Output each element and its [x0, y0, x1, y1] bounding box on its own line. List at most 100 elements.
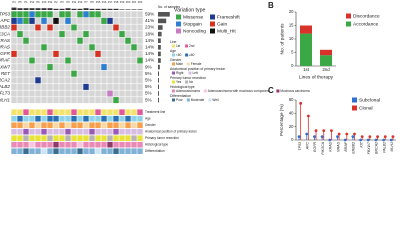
clinical-cell — [119, 122, 125, 128]
clinical-cell — [125, 135, 131, 141]
mutation-cell — [83, 83, 89, 90]
cell-bg — [137, 70, 143, 77]
cell-bg — [107, 44, 113, 51]
legend-label: Frameshift — [217, 14, 240, 20]
clinical-cell — [77, 148, 83, 154]
clinical-cell — [137, 141, 143, 148]
legend-swatch — [346, 13, 351, 19]
gene-label: EGFR — [0, 51, 11, 56]
cell-bg — [113, 57, 119, 64]
clinical-cell — [29, 115, 35, 122]
cell-bg — [11, 90, 17, 97]
clinical-legend-label: Female — [191, 62, 202, 66]
sample-count-bar — [77, 8, 83, 10]
clinical-legend-title: Line — [170, 40, 177, 44]
x-axis-label: Lines of therapy — [299, 74, 334, 80]
cell-bg — [89, 24, 95, 31]
cell-bg — [137, 77, 143, 84]
clinical-cell — [137, 122, 143, 128]
gene-bar — [158, 31, 162, 37]
cell-bg — [83, 44, 89, 51]
percent-label: 14% — [145, 58, 154, 63]
clinical-legend-swatch — [172, 44, 175, 48]
gene-bar — [158, 71, 159, 76]
clinical-legend-label: Male — [176, 62, 183, 66]
sample-count-bar — [131, 9, 137, 10]
sample-count-bar — [83, 8, 89, 10]
lollipop-dot — [336, 135, 339, 139]
clinical-cell — [113, 135, 119, 141]
cell-bg — [95, 31, 101, 38]
mutation-cell — [41, 17, 47, 24]
y-tick-label: 20 — [289, 9, 294, 14]
cell-bg — [71, 64, 77, 71]
clinical-cell — [113, 109, 119, 115]
cell-bg — [17, 77, 23, 84]
clinical-cell — [23, 141, 29, 148]
cell-bg — [101, 77, 107, 84]
clinical-cell — [41, 135, 47, 141]
lollipop-dot — [366, 138, 370, 142]
clinical-legend-title: Differentiation — [170, 94, 191, 98]
gene-bar — [158, 12, 170, 17]
cell-bg — [131, 11, 137, 18]
cell-bg — [107, 24, 113, 31]
clinical-cell — [107, 135, 113, 141]
cell-bg — [71, 50, 77, 57]
clinical-cell — [137, 128, 143, 135]
clinical-cell — [17, 128, 23, 135]
legend-label: Clonal — [359, 105, 373, 111]
legend-title: Variation type — [174, 7, 205, 13]
cell-bg — [47, 17, 53, 24]
sample-count-bar — [65, 8, 71, 10]
x-tick-label: ERBB2 — [352, 142, 356, 154]
clinical-cell — [65, 141, 71, 148]
lollipop-dot — [368, 135, 372, 139]
clinical-legend-label: Adenocarcinoma with mucinous component — [208, 89, 270, 93]
clinical-cell — [53, 122, 59, 128]
cell-bg — [53, 83, 59, 90]
cell-bg — [41, 57, 47, 64]
mutation-cell — [17, 17, 23, 24]
clinical-cell — [41, 115, 47, 122]
cell-bg — [101, 44, 107, 51]
clinical-cell — [47, 135, 53, 141]
clinical-cell — [113, 128, 119, 135]
cell-bg — [95, 57, 101, 64]
cell-bg — [59, 44, 65, 51]
clinical-cell — [65, 135, 71, 141]
clinical-cell — [65, 109, 71, 115]
cell-bg — [11, 83, 17, 90]
cell-bg — [71, 57, 77, 64]
cell-bg — [119, 90, 125, 97]
x-tick-label: PALB2 — [382, 142, 386, 153]
cell-bg — [113, 11, 119, 18]
cell-bg — [113, 37, 119, 44]
sample-label: P15 — [96, 0, 101, 4]
mutation-cell — [101, 64, 107, 71]
clinical-legend-swatch — [185, 80, 189, 84]
cell-bg — [53, 11, 59, 18]
lollipop-dot — [376, 135, 379, 139]
cell-bg — [29, 77, 35, 84]
cell-bg — [59, 17, 65, 24]
cell-bg — [29, 83, 35, 90]
mutation-cell — [47, 64, 53, 71]
clinical-cell — [23, 115, 29, 122]
cell-bg — [71, 77, 77, 84]
cell-bg — [107, 77, 113, 84]
clinical-cell — [11, 141, 17, 148]
cell-bg — [29, 24, 35, 31]
clinical-legend-swatch — [172, 62, 175, 66]
cell-bg — [89, 90, 95, 97]
mutation-cell — [107, 17, 113, 24]
cell-bg — [23, 57, 29, 64]
cell-bg — [29, 37, 35, 44]
cell-bg — [89, 70, 95, 77]
cell-bg — [17, 44, 23, 51]
cell-bg — [29, 64, 35, 71]
mutation-cell — [41, 44, 47, 51]
legend-swatch — [352, 97, 357, 103]
clinical-cell — [17, 135, 23, 141]
cell-bg — [119, 50, 125, 57]
